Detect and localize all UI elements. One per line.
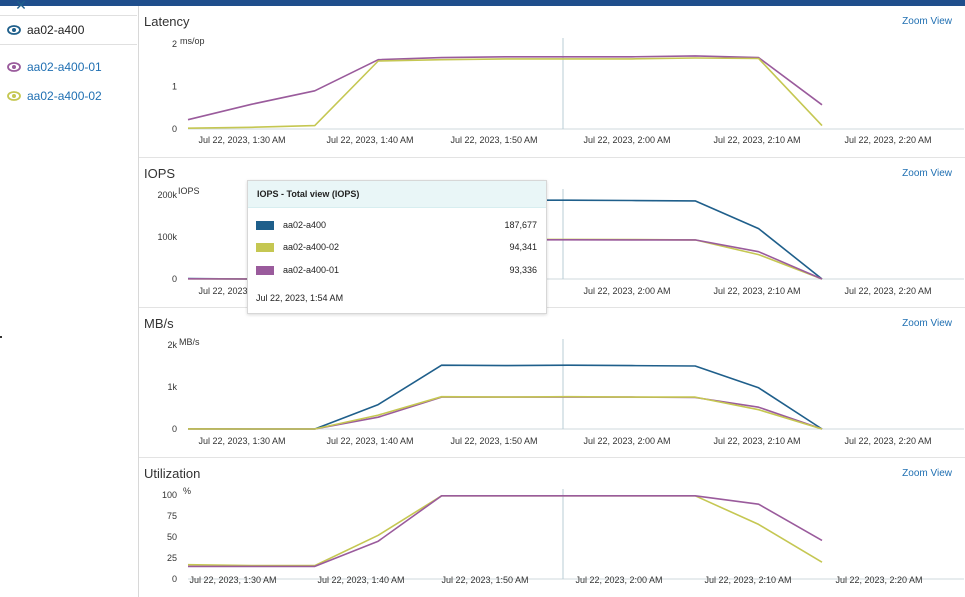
panel-divider [139, 307, 965, 308]
series-swatch [256, 266, 274, 275]
panel-divider [139, 457, 965, 458]
x-tick-label: Jul 22, 2023, 2:10 AM [713, 135, 800, 145]
x-tick-label: Jul 22, 2023, 2:00 AM [583, 135, 670, 145]
legend-item-aa02-a400-01[interactable]: aa02-a400-01 [0, 53, 137, 81]
x-tick-label: Jul 22, 2023, 2:20 AM [844, 286, 931, 296]
legend-label: aa02-a400 [27, 23, 85, 37]
zoom-view-link[interactable]: Zoom View [902, 318, 952, 329]
mbps-panel: MB/s Zoom View MB/s 0 1k 2k Jul 22, 2023, 1:… [139, 308, 965, 457]
utilization-chart[interactable]: % 0 25 50 75 100 Jul 22, 2023, 1:30 AM Jul 22, … [139, 458, 965, 597]
legend-sidebar: ✕ aa02-a400 aa02-a400-01 aa02-a400-02 [0, 0, 139, 597]
y-axis-unit-label: MB/s [179, 337, 200, 347]
x-tick-label: Jul 22, 2023, 2:20 AM [844, 135, 931, 145]
latency-panel: Latency Zoom View ms/op 0 1 2 Jul 22, 2023, … [139, 6, 965, 157]
x-tick-label: Jul 22, 2023, 1:40 AM [326, 135, 413, 145]
panel-title: Utilization [144, 466, 201, 481]
series-line-aa02-a400-01[interactable] [188, 494, 823, 568]
y-tick-label: 50 [167, 532, 177, 542]
utilization-panel: Utilization Zoom View % 0 25 50 75 100 Jul 22,… [139, 458, 965, 597]
legend-item-aa02-a400-02[interactable]: aa02-a400-02 [0, 82, 137, 110]
series-line-aa02-a400-02[interactable] [187, 494, 823, 567]
tooltip-row: aa02-a400 187,677 [248, 218, 546, 234]
tooltip-series-name: aa02-a400-01 [283, 265, 340, 275]
y-tick-label: 100k [157, 232, 177, 242]
x-tick-label: Jul 22, 2023, 1:30 AM [198, 436, 285, 446]
tooltip-series-value: 93,336 [509, 265, 537, 275]
x-tick-label: Jul 22, 2023, 2:00 AM [583, 436, 670, 446]
eye-icon[interactable] [7, 62, 21, 72]
tooltip-title: IOPS - Total view (IOPS) [248, 181, 546, 208]
x-tick-label: Jul 22, 2023, 2:20 AM [844, 436, 931, 446]
eye-icon[interactable] [7, 91, 21, 101]
y-tick-label: 25 [167, 553, 177, 563]
y-tick-label: 0 [172, 574, 177, 584]
panel-title: IOPS [144, 166, 176, 181]
eye-icon[interactable] [7, 25, 21, 35]
y-axis-unit-label: ms/op [180, 36, 205, 46]
x-tick-label: Jul 22, 2023, 2:00 AM [575, 575, 662, 585]
tooltip-row: aa02-a400-01 93,336 [248, 263, 546, 279]
tooltip-row: aa02-a400-02 94,341 [248, 240, 546, 256]
series-line-aa02-a400-02[interactable] [187, 57, 823, 129]
tooltip-series-name: aa02-a400-02 [283, 242, 340, 252]
series-swatch [256, 221, 274, 230]
x-tick-label: Jul 22, 2023, 1:40 AM [326, 436, 413, 446]
series-swatch [256, 243, 274, 252]
x-tick-label: Jul 22, 2023, 1:30 AM [189, 575, 276, 585]
panel-divider [139, 157, 965, 158]
x-tick-label: Jul 22, 2023, 1:50 AM [450, 436, 537, 446]
edge-marker [0, 336, 2, 338]
legend-label: aa02-a400-01 [27, 60, 102, 74]
mbps-chart[interactable]: MB/s 0 1k 2k Jul 22, 2023, 1:30 AM Jul 22, 20… [139, 308, 965, 457]
top-accent-bar [0, 0, 965, 6]
tooltip-series-value: 187,677 [504, 220, 537, 230]
tooltip-series-name: aa02-a400 [283, 220, 327, 230]
series-line-aa02-a400-01[interactable] [187, 55, 823, 121]
x-tick-label: Jul 22, 2023, 1:30 AM [198, 135, 285, 145]
x-tick-label: Jul 22, 2023, 1:40 AM [317, 575, 404, 585]
y-tick-label: 200k [157, 190, 177, 200]
y-axis-unit-label: % [183, 486, 191, 496]
y-tick-label: 75 [167, 511, 177, 521]
x-tick-label: Jul 22, 2023, 2:20 AM [835, 575, 922, 585]
y-tick-label: 2k [167, 340, 177, 350]
series-line-aa02-a400-01[interactable] [187, 396, 823, 430]
zoom-view-link[interactable]: Zoom View [902, 168, 952, 179]
x-tick-label: Jul 22, 2023, 2:10 AM [713, 286, 800, 296]
zoom-view-link[interactable]: Zoom View [902, 16, 952, 27]
latency-chart[interactable]: ms/op 0 1 2 Jul 22, 2023, 1:30 AM Jul 22, 202… [139, 6, 965, 157]
y-tick-label: 100 [162, 490, 177, 500]
tooltip-series-value: 94,341 [509, 242, 537, 252]
x-tick-label: Jul 22, 2023, 1:50 AM [441, 575, 528, 585]
x-tick-label: Jul 22, 2023, 2:00 AM [583, 286, 670, 296]
series-line-aa02-a400-02[interactable] [187, 395, 823, 430]
y-tick-label: 2 [172, 39, 177, 49]
x-tick-label: Jul 22, 2023, 1:50 AM [450, 135, 537, 145]
legend-label: aa02-a400-02 [27, 89, 102, 103]
legend-item-aa02-a400[interactable]: aa02-a400 [0, 15, 137, 45]
y-axis-unit-label: IOPS [178, 186, 200, 196]
x-tick-label: Jul 22, 2023, 1:30 AM [198, 286, 285, 296]
y-tick-label: 0 [172, 424, 177, 434]
close-icon[interactable]: ✕ [15, 0, 27, 13]
x-tick-label: Jul 22, 2023, 2:10 AM [704, 575, 791, 585]
y-tick-label: 0 [172, 124, 177, 134]
x-tick-label: Jul 22, 2023, 2:10 AM [713, 436, 800, 446]
panel-title: MB/s [144, 316, 174, 331]
y-tick-label: 1k [167, 382, 177, 392]
tooltip-timestamp: Jul 22, 2023, 1:54 AM [256, 293, 344, 303]
zoom-view-link[interactable]: Zoom View [902, 468, 952, 479]
iops-tooltip: IOPS - Total view (IOPS) aa02-a400 187,6… [247, 180, 547, 314]
panel-title: Latency [144, 14, 190, 29]
y-tick-label: 1 [172, 82, 177, 92]
y-tick-label: 0 [172, 274, 177, 284]
